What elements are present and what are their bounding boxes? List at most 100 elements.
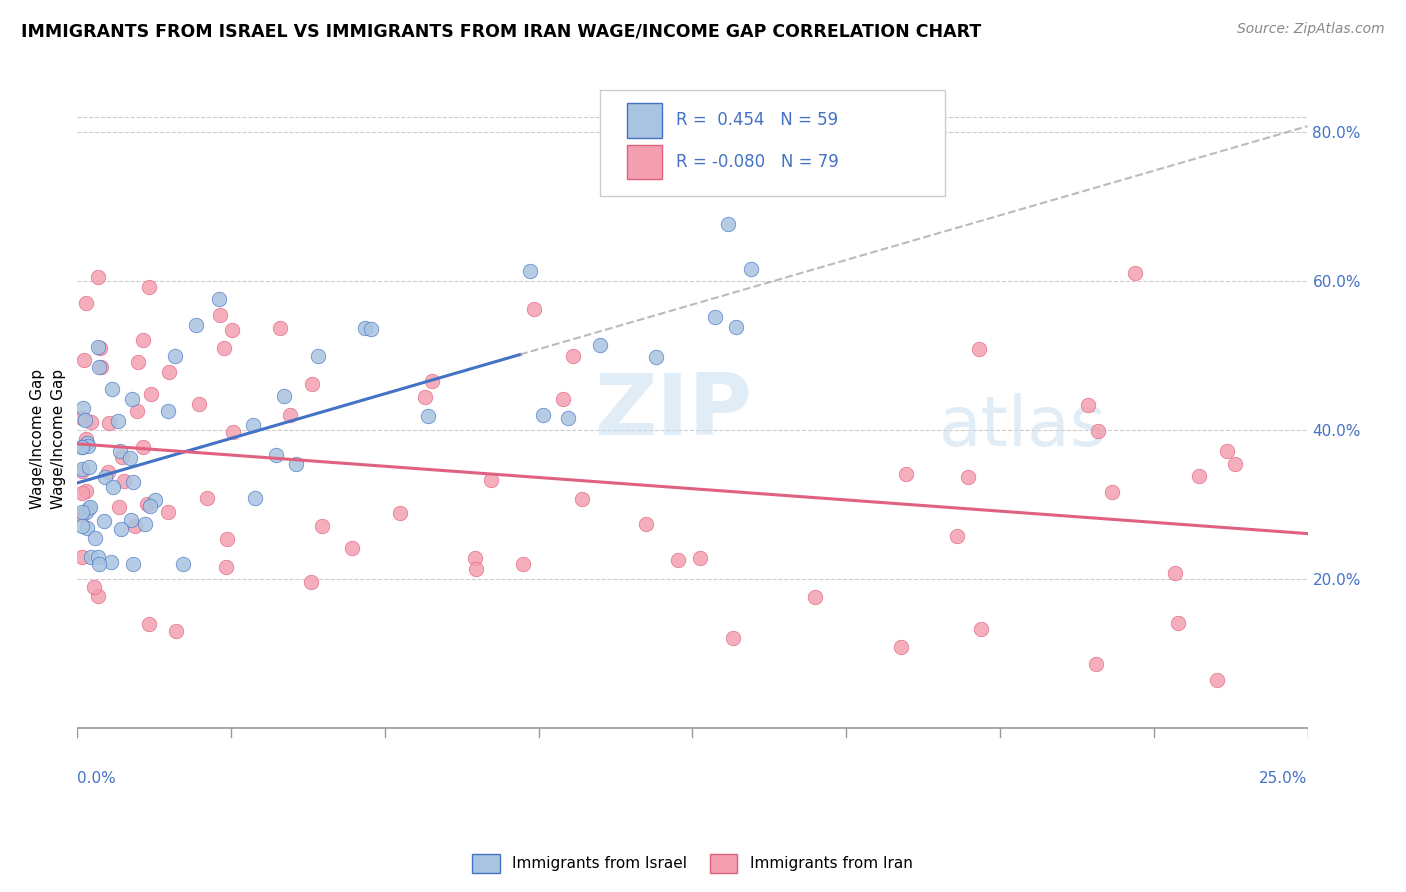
Point: [804, 590, 827, 604]
Point: [77, 439, 100, 453]
Point: [132, 440, 155, 454]
Text: IMMIGRANTS FROM ISRAEL VS IMMIGRANTS FROM IRAN WAGE/INCOME GAP CORRELATION CHART: IMMIGRANTS FROM ISRAEL VS IMMIGRANTS FRO…: [21, 22, 981, 40]
Text: ZIP: ZIP: [595, 370, 752, 453]
Point: [84, 531, 107, 545]
Point: [87, 269, 110, 284]
Point: [721, 631, 744, 645]
Point: [184, 318, 207, 332]
Point: [416, 409, 439, 423]
Point: [121, 392, 143, 407]
Point: [946, 529, 969, 543]
Legend: Immigrants from Israel, Immigrants from Iran: Immigrants from Israel, Immigrants from …: [467, 848, 918, 879]
Point: [87, 340, 110, 354]
Point: [1077, 398, 1099, 412]
Point: [163, 349, 186, 363]
Point: [157, 365, 180, 379]
Point: [717, 217, 740, 231]
Point: [413, 391, 436, 405]
Point: [73, 353, 96, 368]
Point: [571, 491, 593, 506]
Point: [87, 558, 110, 572]
Point: [143, 493, 166, 508]
Point: [75, 505, 97, 519]
Point: [70, 411, 93, 425]
Point: [70, 440, 93, 454]
Point: [221, 323, 243, 337]
Point: [465, 562, 488, 576]
Point: [100, 382, 122, 396]
Point: [70, 505, 93, 519]
Point: [132, 333, 155, 347]
Point: [551, 392, 574, 407]
Point: [197, 491, 219, 505]
Point: [77, 460, 100, 475]
Point: [531, 409, 554, 423]
Point: [157, 404, 180, 418]
Point: [124, 519, 146, 533]
Point: [72, 401, 94, 416]
Point: [79, 501, 101, 516]
Point: [1123, 266, 1146, 280]
Point: [70, 465, 93, 479]
Point: [97, 466, 120, 480]
Point: [354, 320, 377, 334]
Point: [122, 475, 145, 490]
Point: [519, 264, 541, 278]
Point: [141, 387, 163, 401]
Point: [644, 350, 666, 364]
Text: Wage/Income Gap: Wage/Income Gap: [31, 369, 45, 509]
Text: R = -0.080   N = 79: R = -0.080 N = 79: [676, 153, 839, 171]
Point: [108, 500, 131, 515]
Point: [1101, 485, 1123, 500]
Point: [273, 389, 295, 403]
Point: [79, 500, 101, 514]
Point: [269, 321, 291, 335]
Point: [278, 408, 301, 422]
Point: [188, 397, 211, 411]
Point: [111, 450, 134, 465]
Point: [957, 470, 980, 484]
Point: [125, 404, 148, 418]
Point: [1084, 657, 1107, 672]
Point: [725, 320, 748, 334]
Point: [89, 341, 111, 355]
Point: [266, 448, 288, 462]
Point: [340, 541, 363, 556]
Point: [83, 580, 105, 594]
Point: [76, 521, 98, 535]
Point: [120, 450, 142, 465]
Point: [420, 375, 443, 389]
Point: [242, 418, 264, 433]
Point: [100, 555, 122, 569]
Point: [1187, 469, 1209, 483]
Point: [94, 470, 117, 484]
Point: [165, 624, 187, 639]
Point: [285, 457, 308, 471]
Point: [689, 551, 711, 566]
Point: [970, 622, 993, 636]
Point: [127, 355, 149, 369]
Point: [70, 549, 93, 564]
Point: [103, 480, 125, 494]
Point: [172, 558, 194, 572]
Point: [1206, 673, 1229, 688]
Point: [301, 376, 323, 391]
Point: [135, 497, 157, 511]
Point: [523, 301, 546, 316]
Point: [389, 506, 412, 520]
Point: [76, 436, 98, 450]
Point: [120, 513, 142, 527]
Point: [894, 467, 917, 482]
Y-axis label: Wage/Income Gap: Wage/Income Gap: [51, 369, 66, 509]
Point: [311, 519, 333, 533]
Point: [87, 590, 110, 604]
Point: [70, 508, 93, 522]
Point: [1225, 457, 1247, 471]
Point: [110, 523, 132, 537]
Text: 25.0%: 25.0%: [1260, 772, 1308, 787]
Point: [156, 505, 179, 519]
Text: R =  0.454   N = 59: R = 0.454 N = 59: [676, 112, 838, 129]
Point: [301, 575, 323, 590]
Point: [890, 640, 912, 654]
Point: [666, 552, 689, 566]
